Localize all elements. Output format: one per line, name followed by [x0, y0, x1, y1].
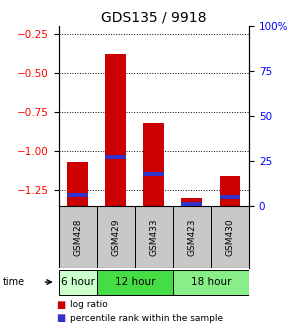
Text: GSM433: GSM433	[149, 218, 158, 256]
Bar	[67, 193, 88, 197]
Bar	[97, 269, 173, 295]
Text: GSM430: GSM430	[226, 218, 234, 256]
Title: GDS135 / 9918: GDS135 / 9918	[101, 11, 207, 25]
Bar	[105, 155, 126, 160]
Text: GSM423: GSM423	[188, 218, 196, 256]
Text: log ratio: log ratio	[70, 300, 108, 309]
Text: time: time	[3, 277, 25, 287]
Text: 6 hour: 6 hour	[61, 277, 95, 287]
Bar	[67, 162, 88, 206]
Bar	[143, 123, 164, 206]
Bar	[59, 269, 97, 295]
Bar	[219, 195, 241, 199]
Text: GSM428: GSM428	[73, 218, 82, 256]
Text: 18 hour: 18 hour	[191, 277, 231, 287]
Bar	[181, 198, 202, 206]
Text: ■: ■	[56, 313, 65, 323]
Bar	[143, 172, 164, 176]
Text: ■: ■	[56, 300, 65, 310]
Bar	[219, 176, 241, 206]
Bar	[181, 202, 202, 206]
Text: percentile rank within the sample: percentile rank within the sample	[70, 314, 224, 323]
Text: 12 hour: 12 hour	[115, 277, 155, 287]
Bar	[173, 269, 249, 295]
Bar	[105, 54, 126, 206]
Text: GSM429: GSM429	[111, 218, 120, 256]
